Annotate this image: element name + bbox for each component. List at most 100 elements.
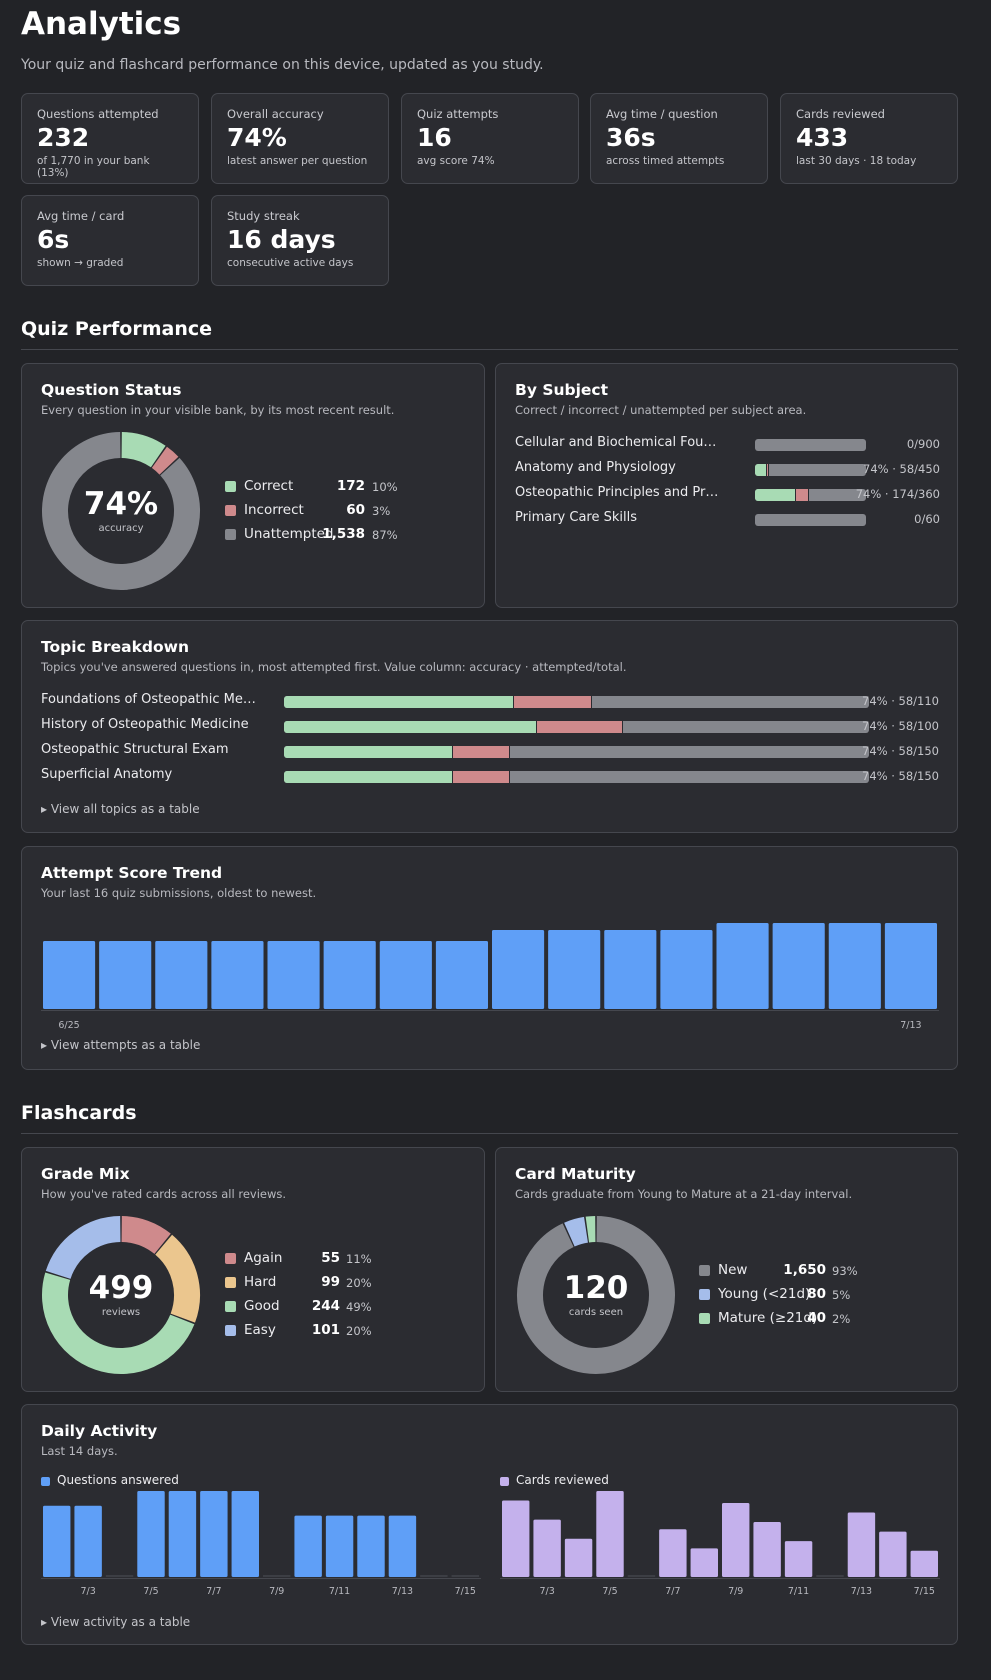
bar-7/3 xyxy=(533,1519,561,1577)
topic-row: Foundations of Osteopathic Medicine 74% ·… xyxy=(41,690,939,710)
donut-slice-new xyxy=(517,1216,675,1374)
bar-item-12 xyxy=(660,930,713,1009)
swatch-mature xyxy=(699,1313,710,1324)
stat-label: Overall accuracy xyxy=(227,107,324,121)
topic-breakdown-card: Topic Breakdown Topics you've answered q… xyxy=(21,620,958,833)
donut-slice-again xyxy=(120,1216,171,1255)
swatch-incorrect xyxy=(225,505,236,516)
legend-pct: 11% xyxy=(346,1252,372,1266)
stat-label: Study streak xyxy=(227,209,300,223)
legend-good: Good 244 49% xyxy=(225,1296,425,1318)
row-value: 0/900 xyxy=(906,437,940,451)
stat-value: 232 xyxy=(37,123,90,152)
bar-7/11 xyxy=(325,1515,354,1577)
card-title: Card Maturity xyxy=(515,1165,636,1183)
by-subject-card: By Subject Correct / incorrect / unattem… xyxy=(495,363,958,608)
donut-slice-easy xyxy=(45,1216,121,1280)
cards-seen-label: cards seen xyxy=(568,1307,624,1318)
x-tick-label: 7/13 xyxy=(900,1020,921,1031)
view-topics-table-toggle[interactable]: ▸ View all topics as a table xyxy=(41,802,200,816)
bar-7/13 xyxy=(847,1512,876,1577)
legend-count: 1,538 xyxy=(322,526,365,542)
card-title: Grade Mix xyxy=(41,1165,130,1183)
swatch-unattempted xyxy=(225,529,236,540)
question-status-card: Question Status Every question in your v… xyxy=(21,363,485,608)
bar-7/2 xyxy=(502,1500,530,1577)
card-subtitle: Last 14 days. xyxy=(41,1444,118,1458)
zero-bar-stub xyxy=(105,1575,134,1577)
row-label: History of Osteopathic Medicine xyxy=(41,717,249,732)
legend-again: Again 55 11% xyxy=(225,1248,425,1270)
card-maturity-donut xyxy=(517,1216,675,1374)
stat-sub: latest answer per question xyxy=(227,155,368,167)
donut-slice-good xyxy=(42,1272,195,1374)
stat-label: Questions attempted xyxy=(37,107,159,121)
stat-label: Cards reviewed xyxy=(796,107,885,121)
stat-value: 36s xyxy=(606,123,656,152)
donut-slice-correct xyxy=(120,432,166,468)
row-label: Cellular and Biochemical Foundatio... xyxy=(515,435,723,450)
legend-count: 99 xyxy=(321,1274,340,1290)
x-tick-label: 6/25 xyxy=(58,1020,79,1031)
stat-value: 433 xyxy=(796,123,849,152)
bar-7/10 xyxy=(753,1522,781,1577)
x-tick-label: 7/9 xyxy=(728,1586,743,1597)
swatch-questions xyxy=(41,1477,50,1486)
questions-answered-chart: 7/3 7/5 7/7 7/9 7/11 7/13 7/15 xyxy=(41,1491,481,1597)
bar-7/15 xyxy=(910,1550,938,1577)
legend-name: Unattempted xyxy=(244,526,334,542)
subject-row: Anatomy and Physiology 74% · 58/450 xyxy=(515,458,940,478)
progress-track xyxy=(284,746,869,758)
view-activity-table-toggle[interactable]: ▸ View activity as a table xyxy=(41,1615,191,1629)
bar-7/12 xyxy=(357,1515,385,1577)
progress-track xyxy=(755,464,866,476)
zero-bar-stub xyxy=(627,1575,656,1577)
x-tick-label: 7/7 xyxy=(665,1586,680,1597)
incorrect-segment xyxy=(535,721,624,733)
legend-name: Good xyxy=(244,1298,280,1314)
view-attempts-table-toggle[interactable]: ▸ View attempts as a table xyxy=(41,1038,201,1052)
legend-new: New 1,650 93% xyxy=(699,1260,919,1282)
legend-pct: 5% xyxy=(832,1288,851,1302)
incorrect-segment xyxy=(765,464,770,476)
row-label: Primary Care Skills xyxy=(515,510,637,525)
stat-avg-time-card: Avg time / card 6s shown → graded xyxy=(21,195,199,286)
stat-value: 16 xyxy=(417,123,452,152)
incorrect-segment xyxy=(512,696,593,708)
legend-unattempted: Unattempted 1,538 87% xyxy=(225,524,425,546)
stat-value: 16 days xyxy=(227,225,336,254)
swatch-good xyxy=(225,1301,236,1312)
x-tick-label: 7/5 xyxy=(143,1586,158,1597)
bar-7/8 xyxy=(231,1491,259,1577)
bar-7/11 xyxy=(784,1541,813,1577)
legend-count: 1,650 xyxy=(783,1262,826,1278)
bar-7/2 xyxy=(43,1505,71,1577)
card-title: By Subject xyxy=(515,381,609,399)
row-value: 74% · 58/450 xyxy=(863,462,940,476)
card-title: Daily Activity xyxy=(41,1422,158,1440)
x-tick-label: 7/5 xyxy=(602,1586,617,1597)
page-title: Analytics xyxy=(21,6,182,42)
bar-7/3 xyxy=(74,1505,102,1577)
legend-young: Young (<21d) 80 5% xyxy=(699,1284,919,1306)
stat-cards-reviewed: Cards reviewed 433 last 30 days · 18 tod… xyxy=(780,93,958,184)
swatch-cards xyxy=(500,1477,509,1486)
bar-item-7 xyxy=(379,941,432,1009)
legend-correct: Correct 172 10% xyxy=(225,476,425,498)
legend-name: Questions answered xyxy=(57,1473,179,1487)
bar-7/13 xyxy=(388,1515,417,1577)
incorrect-segment xyxy=(451,746,511,758)
legend-name: Cards reviewed xyxy=(516,1473,609,1487)
stat-value: 74% xyxy=(227,123,287,152)
page-subtitle: Your quiz and flashcard performance on t… xyxy=(21,57,544,73)
bar-7/7 xyxy=(659,1529,687,1577)
legend-count: 172 xyxy=(336,478,365,494)
legend-count: 55 xyxy=(321,1250,340,1266)
zero-bar-stub xyxy=(451,1575,479,1577)
legend-name: Easy xyxy=(244,1322,276,1338)
stat-sub: of 1,770 in your bank (13%) xyxy=(37,155,150,179)
card-subtitle: Cards graduate from Young to Mature at a… xyxy=(515,1187,853,1201)
daily-activity-card: Daily Activity Last 14 days. Questions a… xyxy=(21,1404,958,1645)
x-tick-label: 7/3 xyxy=(539,1586,554,1597)
stat-study-streak: Study streak 16 days consecutive active … xyxy=(211,195,389,286)
